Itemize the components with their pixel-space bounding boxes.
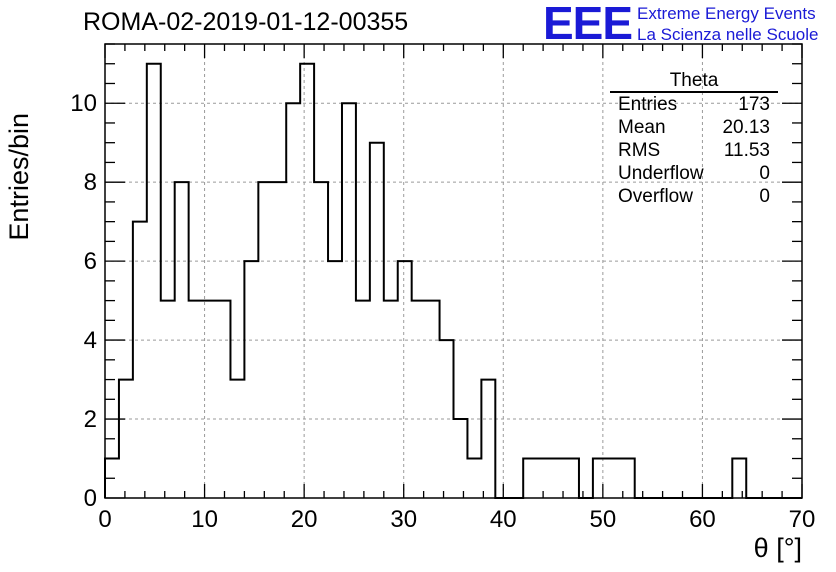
x-axis-label: θ [°] [753, 533, 802, 563]
stats-value: 0 [759, 163, 770, 184]
stats-label: Entries [618, 94, 678, 115]
stats-value: 11.53 [723, 140, 770, 161]
stats-row-overflow: Overflow 0 [610, 185, 778, 208]
stats-row-underflow: Underflow 0 [610, 162, 778, 185]
axis-ticks [104, 43, 803, 499]
logo-line-2: La Scienza nelle Scuole [637, 25, 819, 44]
stats-value: 173 [738, 94, 770, 115]
plot-title: ROMA-02-2019-01-12-00355 [83, 8, 409, 36]
stats-title: Theta [610, 70, 778, 93]
stats-box: Theta Entries 173 Mean 20.13 RMS 11.53 U… [610, 70, 778, 208]
x-tick-label: 60 [689, 506, 716, 533]
x-tick-labels: 0 10 20 30 40 50 60 70 [98, 506, 815, 533]
x-tick-label: 40 [490, 506, 517, 533]
stats-label: Mean [618, 117, 666, 138]
x-tick-label: 20 [291, 506, 318, 533]
y-tick-label: 6 [84, 248, 97, 275]
x-tick-label: 70 [789, 506, 816, 533]
x-tick-label: 10 [191, 506, 218, 533]
x-tick-label: 30 [390, 506, 417, 533]
plot-frame [104, 43, 803, 499]
y-tick-label: 2 [84, 406, 97, 433]
stats-row-mean: Mean 20.13 [610, 116, 778, 139]
stats-row-rms: RMS 11.53 [610, 139, 778, 162]
logo-line-1: Extreme Energy Events [637, 4, 816, 23]
y-tick-label: 0 [84, 485, 97, 512]
stats-label: Underflow [618, 163, 704, 184]
stats-value: 20.13 [722, 117, 770, 138]
stats-label: RMS [618, 140, 661, 161]
y-tick-label: 10 [70, 90, 97, 117]
y-tick-labels: 0 2 4 6 8 10 [70, 90, 97, 512]
eee-logo-mark: EEE [543, 0, 633, 49]
x-tick-label: 0 [98, 506, 111, 533]
stats-label: Overflow [618, 186, 693, 207]
y-axis-label-text: Entries/bin [4, 113, 34, 241]
y-tick-label: 4 [84, 327, 97, 354]
y-tick-label: 8 [84, 169, 97, 196]
stats-value: 0 [759, 186, 770, 207]
stats-row-entries: Entries 173 [610, 93, 778, 116]
x-tick-label: 50 [590, 506, 617, 533]
